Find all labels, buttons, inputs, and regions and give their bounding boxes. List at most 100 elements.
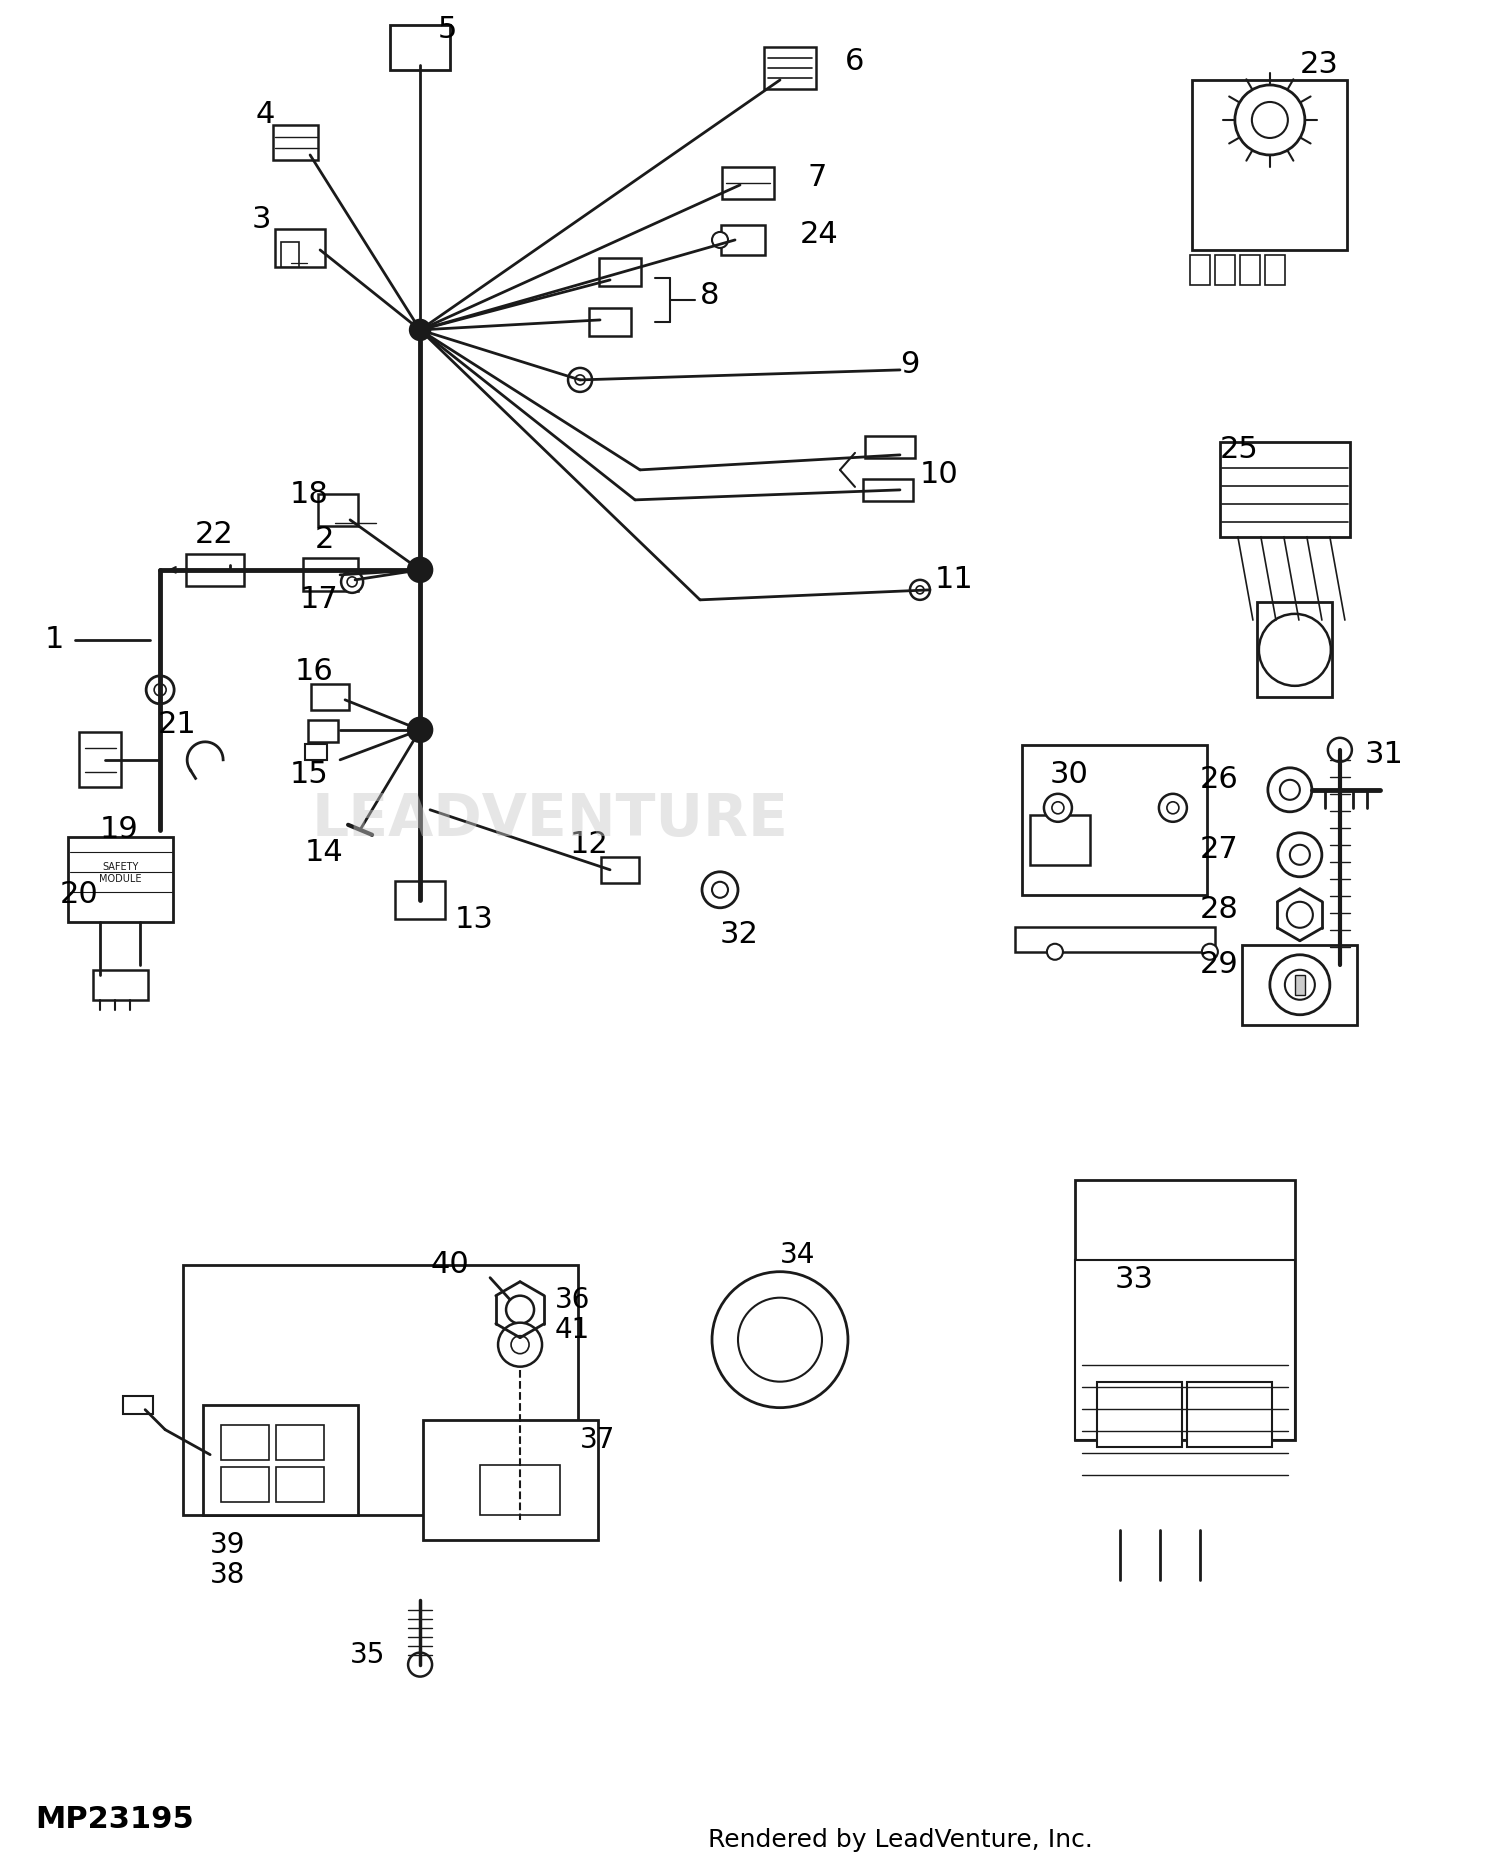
Text: LEADVENTURE: LEADVENTURE bbox=[312, 792, 789, 848]
Bar bbox=[183, 1265, 578, 1516]
Bar bbox=[1264, 254, 1286, 286]
Circle shape bbox=[1052, 801, 1064, 814]
Text: MP23195: MP23195 bbox=[34, 1805, 194, 1835]
Circle shape bbox=[712, 232, 728, 249]
Circle shape bbox=[488, 1488, 512, 1512]
Bar bbox=[598, 258, 640, 286]
Bar bbox=[1188, 1382, 1272, 1447]
Text: 21: 21 bbox=[158, 710, 196, 740]
Text: 40: 40 bbox=[430, 1250, 470, 1280]
Bar bbox=[1016, 928, 1215, 952]
Text: 37: 37 bbox=[580, 1426, 615, 1454]
Text: 22: 22 bbox=[195, 521, 234, 549]
Bar bbox=[303, 558, 357, 592]
Circle shape bbox=[506, 1295, 534, 1324]
Circle shape bbox=[702, 872, 738, 907]
Text: 34: 34 bbox=[780, 1241, 816, 1269]
Circle shape bbox=[568, 367, 592, 391]
Text: 18: 18 bbox=[290, 480, 328, 510]
Bar bbox=[1190, 254, 1210, 286]
Bar bbox=[1242, 944, 1358, 1024]
Bar bbox=[93, 970, 147, 1000]
Circle shape bbox=[154, 684, 166, 696]
Bar bbox=[276, 1425, 324, 1460]
Text: 5: 5 bbox=[438, 15, 458, 45]
Text: 10: 10 bbox=[920, 460, 958, 490]
Bar bbox=[304, 744, 327, 761]
Circle shape bbox=[1268, 768, 1312, 812]
Bar bbox=[186, 555, 244, 586]
Text: 32: 32 bbox=[720, 920, 759, 950]
Bar bbox=[220, 1467, 268, 1503]
Bar bbox=[1192, 80, 1347, 250]
Text: Rendered by LeadVenture, Inc.: Rendered by LeadVenture, Inc. bbox=[708, 1827, 1092, 1851]
Bar bbox=[220, 1425, 268, 1460]
Text: 9: 9 bbox=[900, 351, 920, 380]
Circle shape bbox=[1047, 944, 1064, 959]
Bar bbox=[1240, 254, 1260, 286]
Circle shape bbox=[1160, 794, 1186, 822]
Text: SAFETY
MODULE: SAFETY MODULE bbox=[99, 863, 141, 883]
Text: 27: 27 bbox=[1200, 835, 1239, 864]
Text: 11: 11 bbox=[934, 566, 974, 594]
Bar bbox=[1294, 974, 1305, 994]
Circle shape bbox=[1258, 614, 1330, 686]
Circle shape bbox=[738, 1298, 822, 1382]
Bar bbox=[308, 720, 338, 742]
Text: 28: 28 bbox=[1200, 896, 1239, 924]
Text: 30: 30 bbox=[1050, 761, 1089, 790]
Circle shape bbox=[1202, 944, 1218, 959]
Bar bbox=[318, 493, 358, 525]
Bar bbox=[1076, 1260, 1294, 1439]
Text: 1: 1 bbox=[45, 625, 64, 655]
Text: 12: 12 bbox=[570, 831, 609, 859]
Bar bbox=[722, 167, 774, 198]
Bar bbox=[390, 26, 450, 70]
Bar bbox=[1098, 1382, 1182, 1447]
Circle shape bbox=[1286, 970, 1316, 1000]
Text: 17: 17 bbox=[300, 586, 339, 614]
Text: 23: 23 bbox=[1300, 50, 1338, 80]
Text: 33: 33 bbox=[1114, 1265, 1154, 1295]
Text: 36: 36 bbox=[555, 1286, 591, 1313]
Bar bbox=[602, 857, 639, 883]
Circle shape bbox=[1270, 955, 1330, 1015]
Text: 7: 7 bbox=[808, 163, 828, 193]
Text: 20: 20 bbox=[60, 881, 99, 909]
Circle shape bbox=[910, 581, 930, 599]
Bar bbox=[764, 46, 816, 89]
Bar bbox=[274, 228, 326, 267]
Text: 19: 19 bbox=[100, 816, 140, 844]
Circle shape bbox=[146, 675, 174, 703]
Circle shape bbox=[408, 1653, 432, 1677]
Bar bbox=[1023, 746, 1208, 894]
Bar bbox=[1076, 1180, 1294, 1439]
Text: 24: 24 bbox=[800, 221, 838, 249]
Text: 38: 38 bbox=[210, 1560, 246, 1588]
Text: 41: 41 bbox=[555, 1315, 591, 1343]
Text: 13: 13 bbox=[454, 905, 494, 935]
Text: 39: 39 bbox=[210, 1530, 246, 1558]
Bar bbox=[865, 436, 915, 458]
Bar bbox=[480, 1465, 560, 1516]
Bar bbox=[1257, 603, 1332, 697]
Bar bbox=[123, 1395, 153, 1414]
Bar bbox=[423, 1419, 597, 1540]
Circle shape bbox=[1252, 102, 1288, 137]
Circle shape bbox=[340, 571, 363, 594]
Circle shape bbox=[512, 1336, 530, 1354]
Bar bbox=[1215, 254, 1234, 286]
Circle shape bbox=[712, 881, 728, 898]
Text: 6: 6 bbox=[844, 48, 864, 76]
Bar bbox=[862, 479, 913, 501]
Circle shape bbox=[1234, 85, 1305, 156]
Text: 26: 26 bbox=[1200, 766, 1239, 794]
Text: 3: 3 bbox=[252, 206, 272, 234]
Bar bbox=[280, 243, 298, 267]
Bar bbox=[1220, 441, 1350, 538]
Bar bbox=[394, 881, 445, 918]
Circle shape bbox=[1287, 902, 1312, 928]
Circle shape bbox=[498, 1323, 542, 1367]
Bar bbox=[80, 733, 122, 787]
Circle shape bbox=[712, 1273, 848, 1408]
